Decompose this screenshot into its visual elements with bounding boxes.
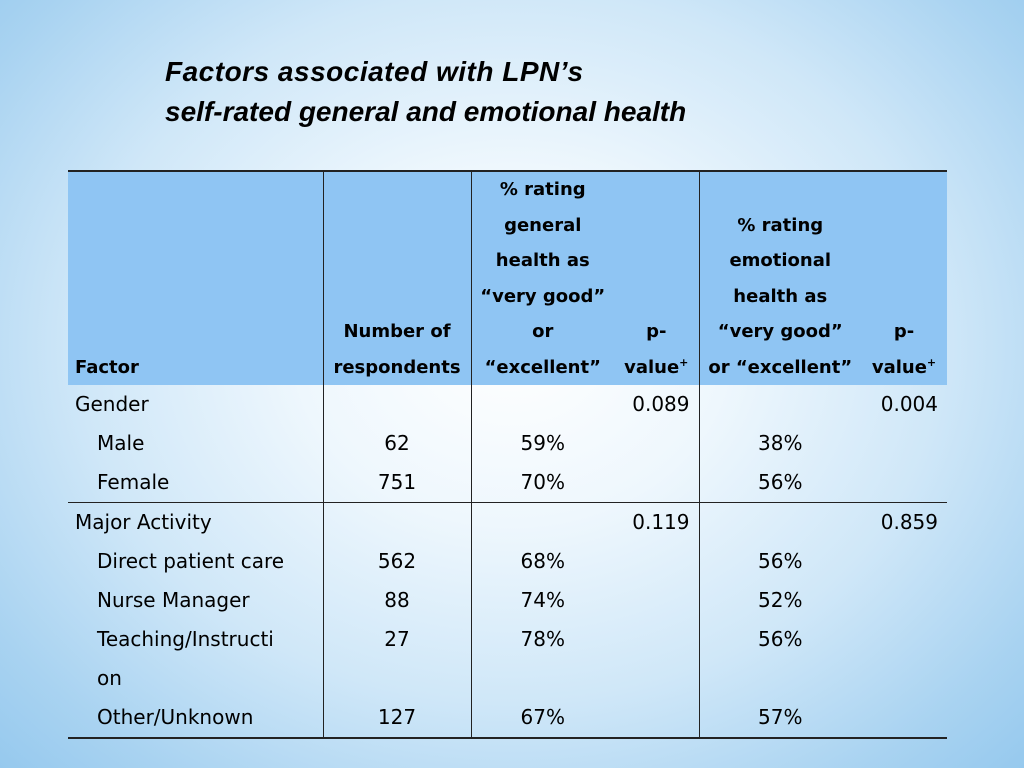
header-factor: Factor [68,170,323,385]
row-label: Other/Unknown [68,698,323,739]
cell-respondents: 27 [322,620,471,698]
row-label: Teaching/Instructi on [97,627,274,690]
header-respondents: Number of respondents [322,170,471,385]
table-row: Male 62 59% 38% [68,424,947,463]
header-p-value-emotional: p- value+ [861,170,947,385]
group-label: Major Activity [68,502,323,542]
cell-general: 68% [470,542,614,581]
cell-general: 78% [470,620,614,698]
cell-emotional: 38% [698,424,861,463]
table-row: Female 751 70% 56% [68,463,947,503]
cell-general: 59% [470,424,614,463]
results-table: Factor Number of respondents % rating ge… [68,170,947,739]
cell-emotional: 56% [698,620,861,698]
cell-respondents: 88 [322,581,471,620]
cell-general: 74% [470,581,614,620]
header-p-value-general: p- value+ [614,170,699,385]
row-label: Male [97,431,145,455]
table-row: Other/Unknown 127 67% 57% [68,698,947,739]
slide-title: Factors associated with LPN’s self-rated… [165,52,686,132]
header-row: Factor Number of respondents % rating ge… [68,170,947,385]
p-value-emotional: 0.004 [880,392,938,416]
row-label: Direct patient care [97,549,285,573]
cell-respondents: 751 [322,463,471,503]
cell-respondents: 127 [322,698,471,739]
p-value-general: 0.089 [632,392,690,416]
p-value-emotional: 0.859 [861,502,947,542]
cell-emotional: 52% [698,581,861,620]
group-row-major-activity: Major Activity 0.119 0.859 [68,502,947,542]
header-emotional-health: % rating emotional health as “very good”… [698,170,861,385]
title-line-2: self-rated general and emotional health [165,96,687,127]
table-row: Direct patient care 562 68% 56% [68,542,947,581]
cell-emotional: 57% [698,698,861,739]
cell-emotional: 56% [698,463,861,503]
table-row: Nurse Manager 88 74% 52% [68,581,947,620]
group-row-gender: Gender 0.089 0.004 [68,385,947,424]
table-row: Teaching/Instructi on 27 78% 56% [68,620,947,698]
row-label: Nurse Manager [97,588,250,612]
cell-general: 70% [470,463,614,503]
header-general-health: % rating general health as “very good” o… [470,170,614,385]
group-label: Gender [75,392,149,416]
title-line-1: Factors associated with LPN’s [165,56,584,87]
row-label: Female [97,470,170,494]
p-value-general: 0.119 [614,502,699,542]
cell-emotional: 56% [698,542,861,581]
cell-general: 67% [470,698,614,739]
cell-respondents: 562 [322,542,471,581]
cell-respondents: 62 [322,424,471,463]
